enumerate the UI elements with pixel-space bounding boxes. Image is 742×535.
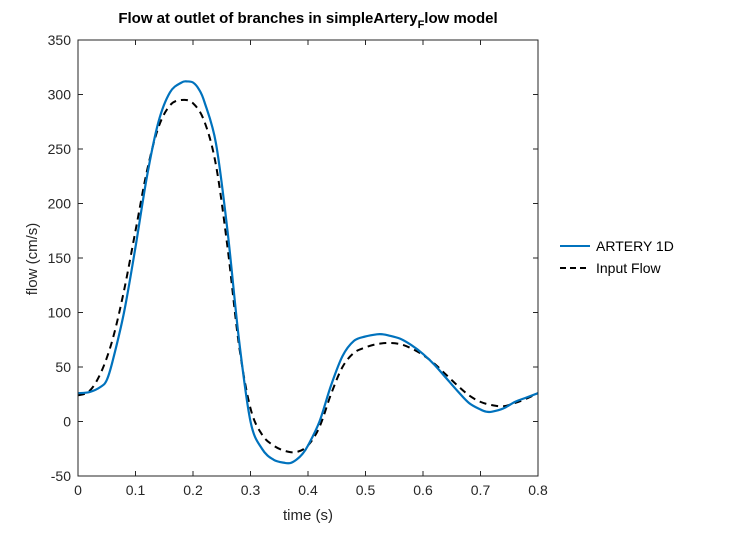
plot-series xyxy=(77,80,539,465)
x-tick-label: 0.8 xyxy=(528,482,548,498)
x-tick-label: 0.4 xyxy=(298,482,318,498)
chart-title-tail: low model xyxy=(424,10,497,27)
y-tick-label: 50 xyxy=(55,359,71,375)
legend: ARTERY 1D Input Flow xyxy=(560,238,674,276)
axes-box xyxy=(77,39,539,477)
y-tick-label: -50 xyxy=(51,468,71,484)
axis-ticks: 0 0.1 0.2 0.3 0.4 0.5 0.6 0.7 0.8-50050100150200… xyxy=(48,32,548,498)
chart-title: Flow at outlet of branches in simpleArte… xyxy=(118,10,497,31)
y-tick-label: 350 xyxy=(48,32,72,48)
x-tick-label: 0.7 xyxy=(471,482,491,498)
y-axis-label: flow (cm/s) xyxy=(24,223,41,296)
x-tick-label: 0.2 xyxy=(183,482,203,498)
x-tick-label: 0.3 xyxy=(241,482,261,498)
y-tick-label: 150 xyxy=(48,250,72,266)
legend-label-artery-1d: ARTERY 1D xyxy=(596,238,674,254)
chart-title-subscript: F xyxy=(418,19,425,31)
x-tick-label: 0 xyxy=(74,482,82,498)
x-tick-label: 0.1 xyxy=(126,482,146,498)
x-tick-label: 0.5 xyxy=(356,482,376,498)
y-tick-label: 0 xyxy=(63,414,71,430)
y-tick-label: 300 xyxy=(48,87,72,103)
x-tick-label: 0.6 xyxy=(413,482,433,498)
y-tick-label: 100 xyxy=(48,305,72,321)
x-axis-label: time (s) xyxy=(283,507,333,524)
y-tick-label: 200 xyxy=(48,196,72,212)
y-tick-label: 250 xyxy=(48,141,72,157)
chart-title-main: Flow at outlet of branches in simpleArte… xyxy=(118,10,418,27)
series-line-artery-1d xyxy=(77,80,539,465)
legend-label-input-flow: Input Flow xyxy=(596,260,661,276)
